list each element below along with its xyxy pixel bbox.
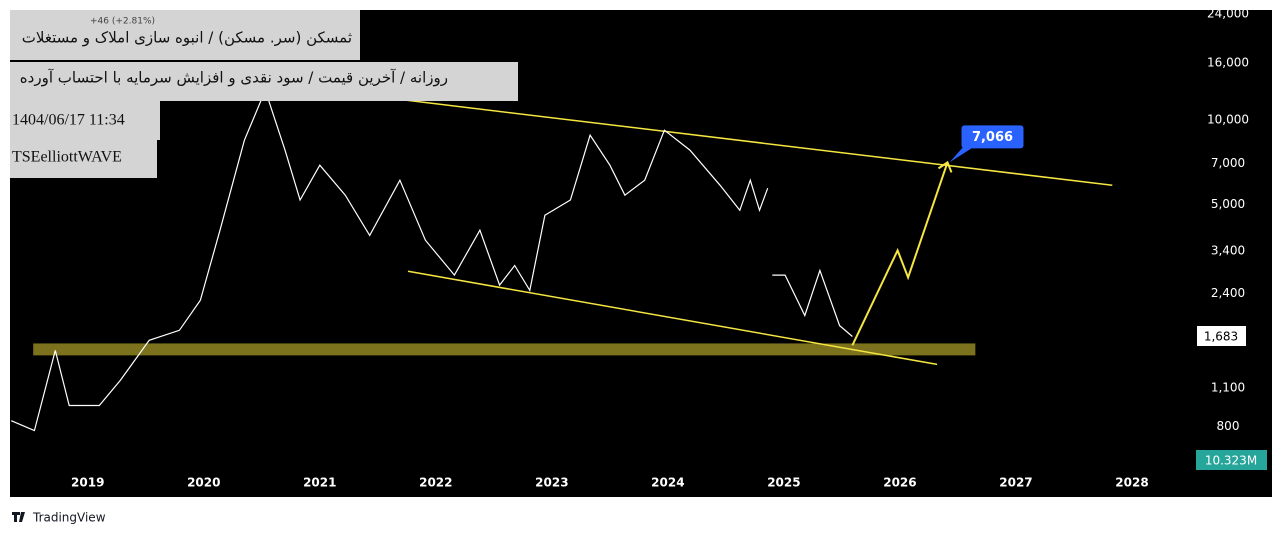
target-label: 7,066	[972, 130, 1013, 145]
y-tick-label: 10,000	[1207, 113, 1249, 127]
date-text: 1404/06/17 11:34	[12, 112, 125, 129]
volume-tag	[1196, 450, 1267, 470]
price-label: 1,683	[1204, 330, 1238, 344]
subtitle-box	[10, 62, 518, 101]
y-tick-label: 5,000	[1211, 197, 1245, 211]
chart-title: ثمسکن (سر. مسکن) / انبوه سازی املاک و مس…	[22, 29, 352, 47]
x-tick-label: 2024	[651, 476, 684, 490]
y-tick-label: 800	[1217, 419, 1240, 433]
x-tick-label: 2025	[767, 476, 800, 490]
volume-label: 10.323M	[1205, 454, 1257, 468]
y-tick-label: 3,400	[1211, 244, 1245, 258]
target-pointer	[949, 144, 972, 163]
x-tick-label: 2022	[419, 476, 452, 490]
price-tag	[1197, 326, 1246, 346]
y-tick-label: 2,400	[1211, 286, 1245, 300]
upper-channel	[280, 84, 1113, 187]
support-zone	[33, 343, 976, 356]
x-tick-label: 2021	[303, 476, 336, 490]
y-tick-label: 16,000	[1207, 56, 1249, 70]
y-tick-label: 24,000	[1207, 6, 1249, 20]
date-box	[10, 101, 160, 140]
price-line	[10, 88, 853, 432]
forecast-arrowhead	[937, 160, 953, 173]
change-text: +46 (+2.81%)	[90, 17, 155, 27]
x-tick-label: 2027	[999, 476, 1032, 490]
brand: TradingView	[32, 511, 106, 525]
lower-channel	[407, 270, 938, 366]
x-tick-label: 2026	[883, 476, 916, 490]
target-tag	[961, 125, 1024, 149]
brand-logo	[12, 512, 25, 522]
author-box	[10, 140, 157, 178]
title-box	[10, 10, 360, 60]
x-tick-label: 2020	[187, 476, 220, 490]
y-tick-label: 1,100	[1211, 381, 1245, 395]
x-tick-label: 2019	[71, 476, 104, 490]
y-tick-label: 7,000	[1211, 156, 1245, 170]
x-tick-label: 2023	[535, 476, 568, 490]
chart-subtitle: روزانه / آخرین قیمت / سود نقدی و افزایش …	[20, 69, 448, 87]
author-text: TSEelliottWAVE	[12, 149, 122, 166]
forecast-path	[851, 162, 949, 346]
x-tick-label: 2028	[1115, 476, 1148, 490]
